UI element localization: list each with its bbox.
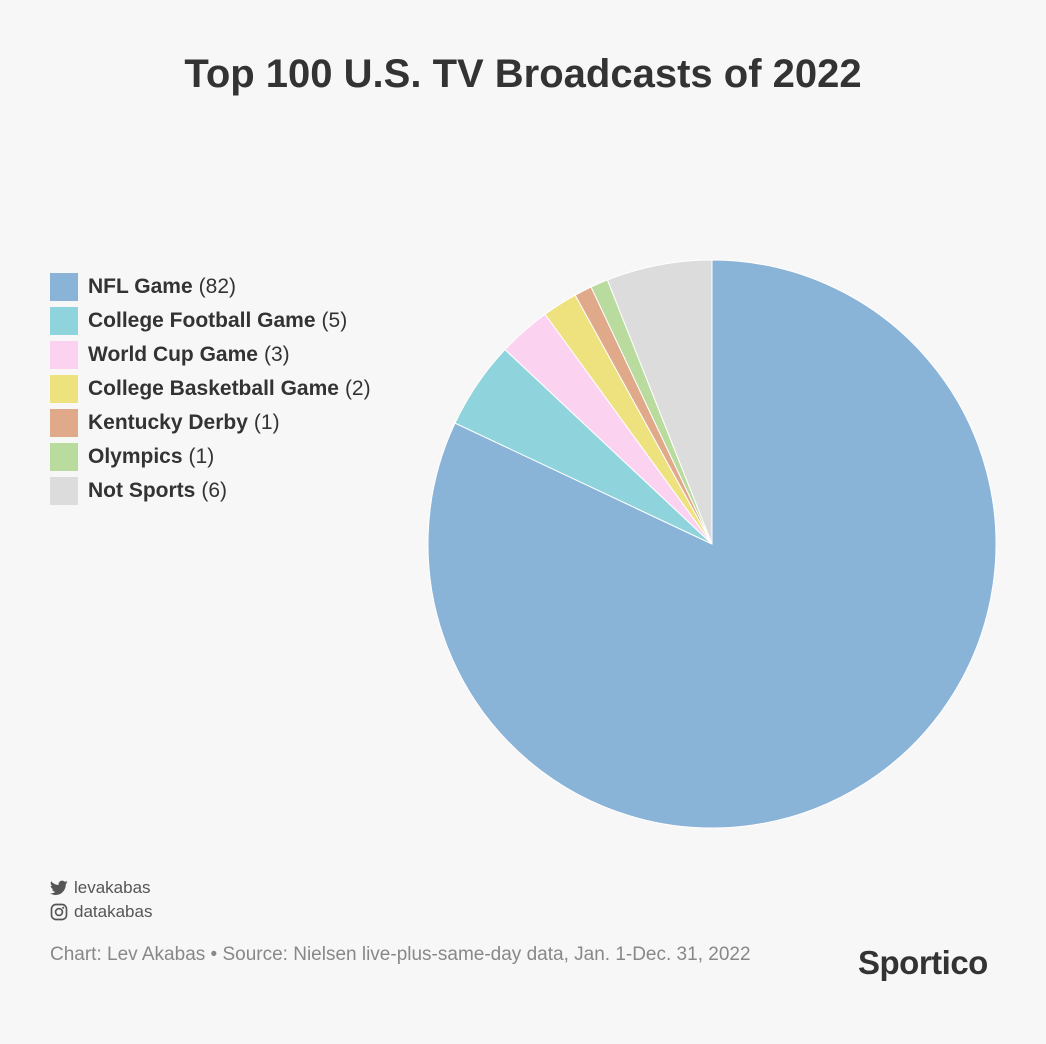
legend-swatch bbox=[50, 477, 78, 505]
chart-title: Top 100 U.S. TV Broadcasts of 2022 bbox=[184, 52, 862, 96]
legend-swatch bbox=[50, 307, 78, 335]
legend-count: (82) bbox=[198, 275, 237, 298]
chart-legend: NFL Game (82) College Football Game (5) Worl… bbox=[50, 270, 371, 508]
legend-count: (2) bbox=[344, 377, 371, 400]
legend-label: Olympics bbox=[88, 445, 183, 468]
social-handles: levakabas datakabas bbox=[50, 876, 152, 924]
twitter-handle: levakabas bbox=[74, 878, 151, 897]
legend-swatch bbox=[50, 375, 78, 403]
twitter-row[interactable]: levakabas bbox=[50, 876, 152, 900]
legend-label: NFL Game bbox=[88, 275, 193, 298]
legend-swatch bbox=[50, 409, 78, 437]
legend-swatch bbox=[50, 341, 78, 369]
legend-count: (5) bbox=[321, 309, 348, 332]
legend-item: World Cup Game (3) bbox=[50, 338, 371, 372]
legend-item: NFL Game (82) bbox=[50, 270, 371, 304]
brand-logo: Sportico bbox=[858, 944, 988, 981]
legend-label: Kentucky Derby bbox=[88, 411, 248, 434]
legend-label: World Cup Game bbox=[88, 343, 258, 366]
legend-label: Not Sports bbox=[88, 479, 196, 502]
twitter-icon bbox=[50, 880, 68, 895]
legend-item: Not Sports (6) bbox=[50, 474, 371, 508]
legend-count: (1) bbox=[188, 445, 215, 468]
legend-count: (3) bbox=[263, 343, 290, 366]
legend-item: College Basketball Game (2) bbox=[50, 372, 371, 406]
legend-label: College Football Game bbox=[88, 309, 316, 332]
instagram-handle: datakabas bbox=[74, 902, 153, 921]
legend-label: College Basketball Game bbox=[88, 377, 339, 400]
legend-item: Kentucky Derby (1) bbox=[50, 406, 371, 440]
pie-slice-not-sports bbox=[606, 259, 713, 545]
legend-item: College Football Game (5) bbox=[50, 304, 371, 338]
legend-swatch bbox=[50, 443, 78, 471]
instagram-icon bbox=[50, 903, 68, 921]
source-note: Chart: Lev Akabas • Source: Nielsen live… bbox=[50, 944, 751, 965]
legend-count: (6) bbox=[201, 479, 227, 502]
legend-swatch bbox=[50, 273, 78, 301]
legend-count: (1) bbox=[253, 411, 280, 434]
instagram-row[interactable]: datakabas bbox=[50, 900, 152, 924]
legend-item: Olympics (1) bbox=[50, 440, 371, 474]
